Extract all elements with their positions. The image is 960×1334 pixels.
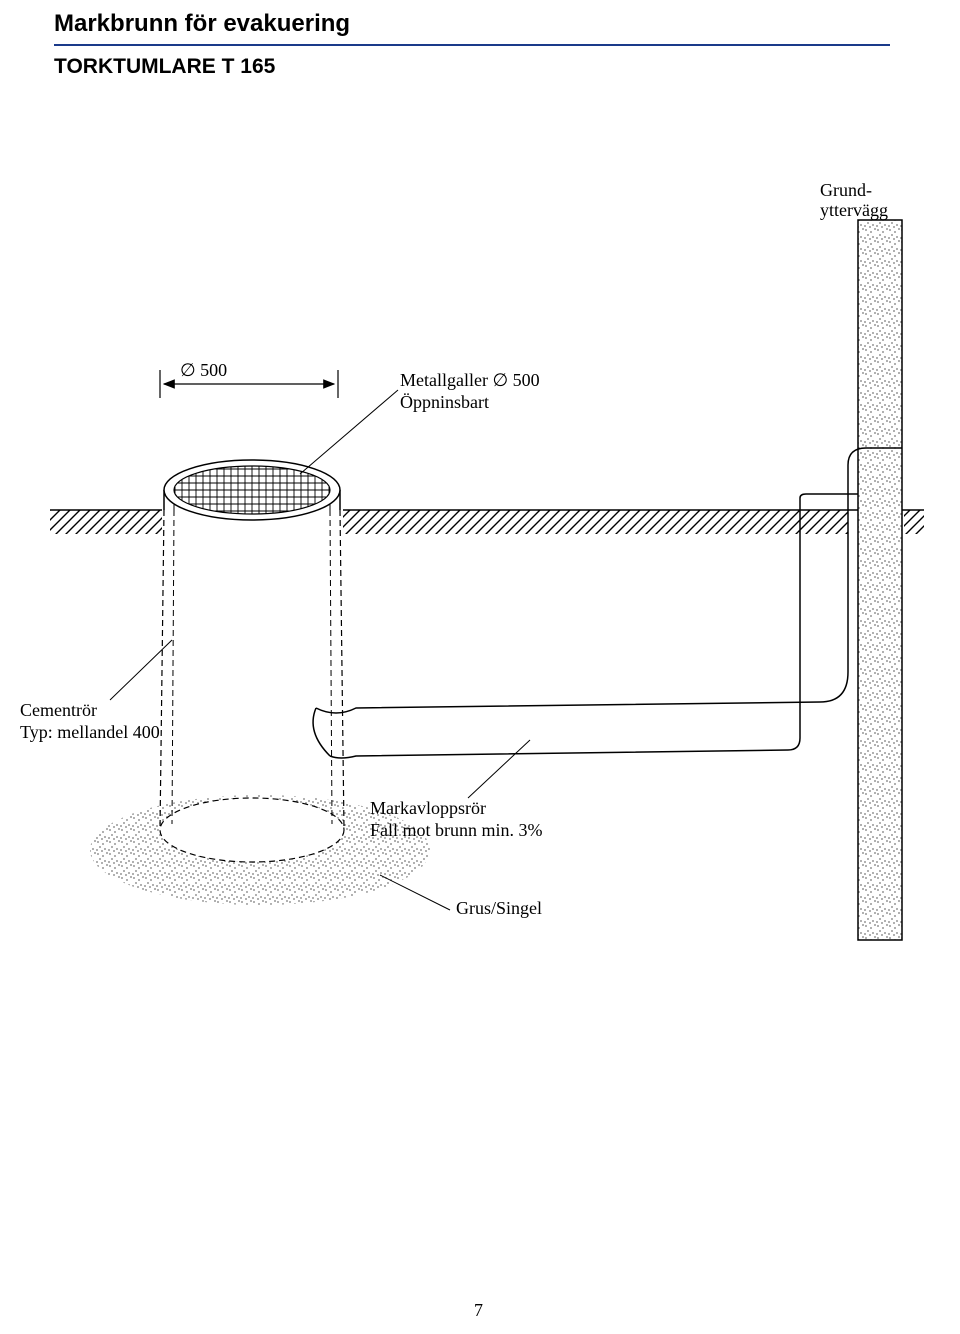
label-wall-1: Grund- (820, 180, 872, 201)
ground-left (50, 510, 162, 534)
ground-mid (343, 510, 848, 534)
label-drain-1: Markavloppsrör (370, 798, 486, 819)
label-dim500: ∅ 500 (180, 360, 227, 381)
leader-grate (300, 390, 398, 474)
label-wall-2: yttervägg (820, 200, 888, 221)
label-cement-2: Typ: mellandel 400 (20, 722, 160, 743)
page-number: 7 (474, 1300, 483, 1321)
drain-pipe (313, 448, 902, 758)
label-grate-2: Öppninsbart (400, 392, 489, 413)
label-grate-1: Metallgaller ∅ 500 (400, 370, 540, 391)
label-drain-2: Fall mot brunn min. 3% (370, 820, 543, 841)
ground-right (904, 510, 924, 534)
diagram (0, 0, 960, 1334)
wall (858, 220, 902, 940)
leader-drain (468, 740, 530, 798)
leader-cement (110, 640, 172, 700)
label-gravel: Grus/Singel (456, 898, 542, 919)
label-cement-1: Cementrör (20, 700, 97, 721)
grate (174, 466, 330, 514)
leader-gravel (380, 875, 450, 910)
